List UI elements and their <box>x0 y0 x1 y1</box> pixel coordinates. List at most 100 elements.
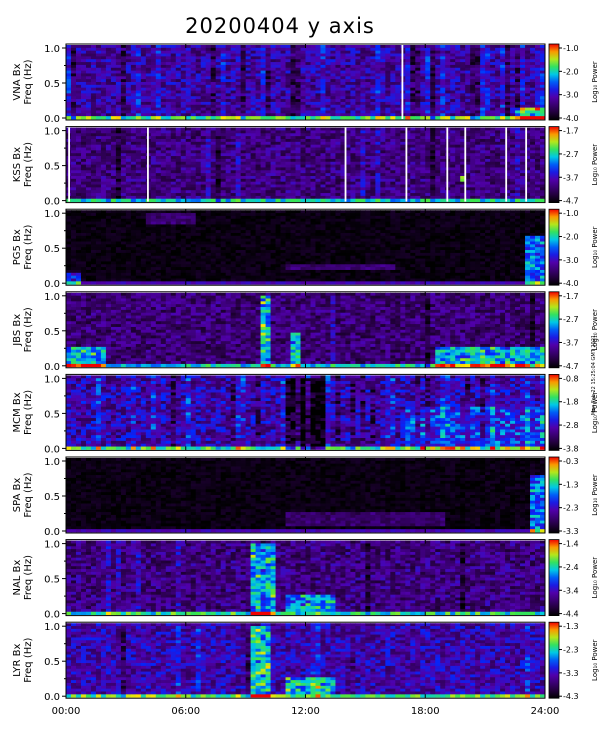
ytick-label-pg5-1: 0.5 <box>44 244 60 255</box>
xtick-label-4: 24:00 <box>531 706 560 717</box>
colorbar-label-kss: Log₁₀ Power <box>591 144 599 186</box>
ytick-label-spa-1: 0.5 <box>44 492 60 503</box>
ytick-label-lyr-2: 1.0 <box>44 622 60 633</box>
panel-mcm: 0.0 0.5 1.0 MCM BxFreq (Hz) -0.8 -1.8 -2.8 -3.8… <box>12 373 599 455</box>
panel-pg5: 0.0 0.5 1.0 PG5 BxFreq (Hz) -1.0 -2.0 -3.0 -4.0… <box>12 208 599 290</box>
ytick-label-kss-0: 0.0 <box>44 197 60 208</box>
cbar-tick-jbs-2: -3.7 <box>563 338 579 347</box>
colorbar-pg5 <box>548 208 560 286</box>
colorbar-label-jbs: Log₁₀ Power <box>591 309 599 351</box>
cbar-tick-spa-0: -0.3 <box>563 457 579 466</box>
ytick-label-vna-2: 1.0 <box>44 44 60 55</box>
ytick-label-pg5-2: 1.0 <box>44 209 60 220</box>
ytick-label-jbs-1: 0.5 <box>44 327 60 338</box>
colorbar-kss <box>548 126 560 203</box>
cbar-tick-nal-1: -2.4 <box>563 563 579 572</box>
data-gap-kss-0 <box>68 127 70 202</box>
ylabel-vna: VNA BxFreq (Hz) <box>12 59 34 104</box>
colorbar-label-lyr: Log₁₀ Power <box>591 639 599 681</box>
cbar-tick-lyr-3: -4.3 <box>563 692 579 701</box>
spectrogram-image-vna <box>66 45 546 120</box>
panel-spa: 0.0 0.5 1.0 SPA BxFreq (Hz) -0.3 -1.3 -2.3 -3.3… <box>12 456 599 538</box>
spectrogram-image-pg5 <box>66 210 546 285</box>
ylabel-spa: SPA BxFreq (Hz) <box>12 472 34 517</box>
ytick-label-nal-0: 0.0 <box>44 610 60 621</box>
data-gap-kss-2 <box>344 127 347 202</box>
cbar-tick-pg5-3: -4.0 <box>563 279 579 288</box>
colorbar-label-spa: Log₁₀ Power <box>591 474 599 516</box>
cbar-tick-kss-3: -4.7 <box>563 197 579 206</box>
cbar-tick-mcm-1: -1.8 <box>563 398 579 407</box>
cbar-tick-pg5-0: -1.0 <box>563 209 579 218</box>
ytick-label-spa-2: 1.0 <box>44 457 60 468</box>
colorbar-spa <box>548 456 560 534</box>
data-gap-kss-6 <box>505 127 508 202</box>
cbar-tick-jbs-3: -4.7 <box>563 362 579 371</box>
ylabel-pg5: PG5 BxFreq (Hz) <box>12 225 34 270</box>
cbar-tick-spa-2: -2.3 <box>563 504 579 513</box>
colorbar-vna <box>548 43 560 121</box>
xtick-label-2: 12:00 <box>291 706 320 717</box>
colorbar-lyr <box>548 621 560 699</box>
ytick-label-nal-1: 0.5 <box>44 575 60 586</box>
data-gap-kss-5 <box>464 127 467 202</box>
colorbar-jbs <box>548 291 560 369</box>
colorbar-mcm <box>548 373 560 451</box>
cbar-tick-nal-0: -1.4 <box>563 540 579 549</box>
cbar-tick-nal-3: -4.4 <box>563 610 579 619</box>
ytick-label-lyr-1: 0.5 <box>44 657 60 668</box>
spectrogram-image-lyr <box>66 623 546 698</box>
cbar-tick-kss-1: -2.7 <box>563 150 579 159</box>
data-gap-kss-1 <box>147 127 149 202</box>
cbar-tick-nal-2: -3.4 <box>563 586 579 595</box>
xtick-label-0: 00:00 <box>52 706 81 717</box>
ytick-label-kss-1: 0.5 <box>44 162 60 173</box>
ytick-label-mcm-2: 1.0 <box>44 374 60 385</box>
data-gap-kss-3 <box>405 127 408 202</box>
data-gap-kss-7 <box>525 127 528 202</box>
ytick-label-vna-1: 0.5 <box>44 79 60 90</box>
cbar-tick-kss-2: -3.7 <box>563 173 579 182</box>
xtick-label-1: 06:00 <box>171 706 200 717</box>
cbar-tick-lyr-0: -1.3 <box>563 622 579 631</box>
ytick-label-spa-0: 0.0 <box>44 527 60 538</box>
colorbar-label-mcm: Log₁₀ Power <box>591 392 599 434</box>
colorbar-label-vna: Log₁₀ Power <box>591 61 599 103</box>
xtick-label-3: 18:00 <box>411 706 440 717</box>
panel-vna: 0.0 0.5 1.0 VNA BxFreq (Hz) -1.0 -2.0 -3.0 -4.0… <box>12 43 599 125</box>
spectrogram-image-jbs <box>66 292 546 368</box>
colorbar-label-pg5: Log₁₀ Power <box>591 226 599 268</box>
cbar-tick-spa-3: -3.3 <box>563 527 579 536</box>
panel-lyr: 0.0 0.5 1.0 LYR BxFreq (Hz) -1.3 -2.3 -3.3 -4.3… <box>12 621 599 703</box>
panel-nal: 0.0 0.5 1.0 NAL BxFreq (Hz) -1.4 -2.4 -3.4 -4.4… <box>12 539 599 621</box>
ytick-label-mcm-1: 0.5 <box>44 409 60 420</box>
data-gap-vna-0 <box>401 45 404 119</box>
cbar-tick-lyr-1: -2.3 <box>563 646 579 655</box>
panel-jbs: 0.0 0.5 1.0 JBS BxFreq (Hz) -1.7 -2.7 -3.7 -4.7… <box>12 291 599 373</box>
ytick-label-mcm-0: 0.0 <box>44 444 60 455</box>
ylabel-mcm: MCM BxFreq (Hz) <box>12 390 34 435</box>
ytick-label-pg5-0: 0.0 <box>44 279 60 290</box>
cbar-tick-vna-2: -3.0 <box>563 91 579 100</box>
ytick-label-jbs-2: 1.0 <box>44 292 60 303</box>
data-gap-kss-4 <box>446 127 449 202</box>
spectrogram-image-mcm <box>66 375 546 450</box>
spectrogram-image-nal <box>66 540 546 615</box>
cbar-tick-pg5-1: -2.0 <box>563 233 579 242</box>
chart-title: 20200404 y axis <box>0 14 560 38</box>
ytick-label-nal-2: 1.0 <box>44 540 60 551</box>
ytick-label-jbs-0: 0.0 <box>44 362 60 373</box>
cbar-tick-vna-1: -2.0 <box>563 67 579 76</box>
cbar-tick-lyr-2: -3.3 <box>563 669 579 678</box>
spectrogram-image-kss <box>66 127 546 202</box>
ytick-label-kss-2: 1.0 <box>44 127 60 138</box>
colorbar-label-nal: Log₁₀ Power <box>591 557 599 599</box>
colorbar-nal <box>548 539 560 616</box>
cbar-tick-jbs-0: -1.7 <box>563 292 579 301</box>
ylabel-jbs: JBS BxFreq (Hz) <box>12 307 34 352</box>
cbar-tick-vna-0: -1.0 <box>563 44 579 53</box>
cbar-tick-mcm-2: -2.8 <box>563 421 579 430</box>
cbar-tick-pg5-2: -3.0 <box>563 256 579 265</box>
spectrogram-image-spa <box>66 458 546 533</box>
